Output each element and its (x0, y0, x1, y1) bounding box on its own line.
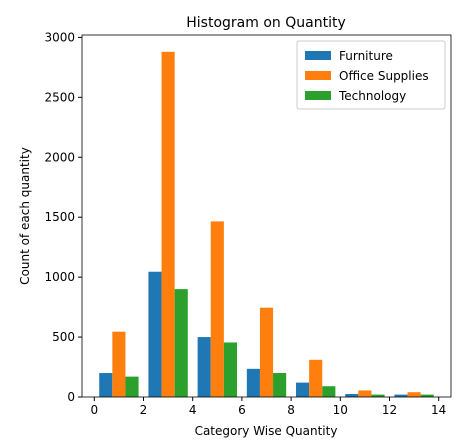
legend-box (296, 40, 446, 110)
legend-label: Office Supplies (339, 69, 429, 83)
x-axis-label: Category Wise Quantity (195, 424, 338, 438)
y-tick-label: 3000 (44, 30, 75, 44)
bar (420, 394, 434, 397)
plot-frame (81, 34, 452, 398)
y-tick-label: 1000 (44, 270, 75, 284)
legend-swatch (305, 71, 331, 80)
bar (223, 342, 237, 397)
bar (148, 271, 162, 397)
x-tick-label: 12 (382, 403, 397, 417)
legend-label: Technology (338, 89, 406, 103)
bar (99, 373, 113, 397)
bar (322, 386, 336, 397)
y-axis-label: Count of each quantity (18, 147, 32, 285)
x-tick-label: 2 (140, 403, 148, 417)
bar (394, 394, 408, 397)
bar (246, 368, 260, 397)
y-tick-label: 2000 (44, 150, 75, 164)
bar (371, 394, 385, 397)
bar (125, 376, 139, 397)
bar (296, 382, 310, 397)
bar (259, 307, 274, 397)
x-tick-label: 10 (333, 403, 348, 417)
y-tick-label: 0 (67, 390, 75, 404)
bar (345, 394, 359, 397)
bar (112, 331, 126, 397)
x-tick-label: 0 (90, 403, 98, 417)
bar (309, 359, 323, 397)
bar (197, 337, 211, 397)
x-tick-label: 14 (431, 403, 446, 417)
y-tick-label: 2500 (44, 90, 75, 104)
bar (210, 221, 224, 397)
x-tick-label: 6 (238, 403, 246, 417)
legend-swatch (305, 91, 331, 100)
legend-label: Furniture (339, 49, 393, 63)
legend-swatch (305, 51, 331, 60)
bar (407, 392, 421, 397)
y-tick-label: 500 (52, 330, 75, 344)
y-tick-label: 1500 (44, 210, 75, 224)
chart-title: Histogram on Quantity (186, 15, 345, 31)
bar (358, 390, 372, 397)
x-tick-label: 8 (287, 403, 295, 417)
x-tick-label: 4 (189, 403, 197, 417)
bar (161, 51, 175, 397)
bar (273, 373, 287, 397)
bar (174, 289, 188, 397)
legend: Furniture Office Supplies Technology (296, 40, 446, 110)
